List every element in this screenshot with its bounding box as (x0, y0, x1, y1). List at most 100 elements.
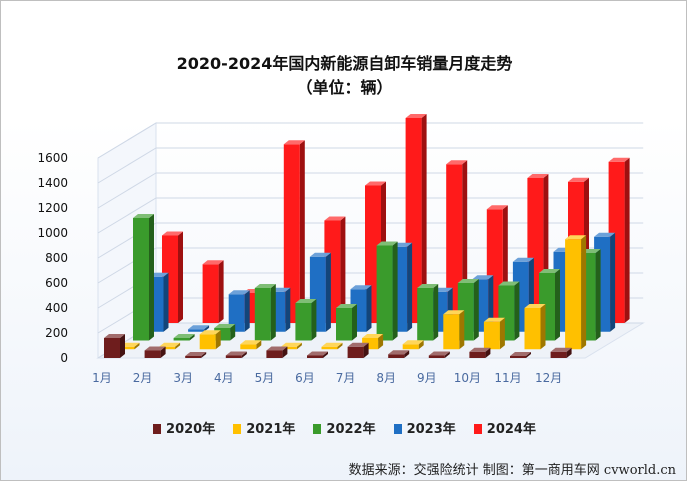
bar-front (144, 350, 161, 358)
bar (443, 310, 465, 350)
bar-front (307, 355, 323, 358)
y-tick-label: 200 (45, 326, 68, 340)
bar-front (185, 356, 202, 358)
bar (428, 351, 450, 358)
bar-top (565, 235, 587, 240)
bar-top (443, 310, 465, 315)
bar-front (159, 346, 176, 350)
bar-top (498, 281, 520, 286)
bar-front (565, 239, 582, 350)
bar-top (309, 252, 331, 257)
legend-label: 2020年 (166, 422, 216, 437)
legend-item: 2023年 (393, 418, 456, 437)
bar-side (404, 350, 410, 358)
bar-side (163, 272, 169, 332)
bar-side (120, 334, 125, 358)
bar-side (488, 275, 494, 332)
bar-front (240, 344, 257, 350)
bar (266, 346, 288, 358)
bar-front (254, 288, 271, 341)
bar-side (624, 157, 630, 323)
bar-front (133, 218, 149, 341)
bar-side (566, 347, 572, 358)
bar (283, 140, 305, 323)
bar-front (280, 346, 297, 350)
bar-top (228, 290, 250, 295)
bar-front (417, 288, 434, 341)
bar-front (173, 338, 190, 341)
bar-side (244, 290, 250, 332)
bar-front (188, 329, 205, 332)
bar-front (199, 334, 216, 350)
bar-front (443, 314, 460, 350)
bar (159, 342, 181, 350)
bar-side (407, 242, 413, 332)
y-tick-label: 1200 (37, 201, 68, 215)
bar-side (610, 232, 616, 332)
bar (307, 351, 328, 358)
legend-swatch (393, 424, 402, 434)
bar-side (189, 334, 195, 341)
bar-side (160, 346, 166, 358)
bar-side (555, 269, 560, 341)
gridline (97, 197, 644, 234)
bar-side (526, 352, 531, 358)
bar-front (228, 294, 245, 332)
bar-side (337, 342, 343, 350)
bar-side (421, 114, 427, 323)
legend-swatch (313, 424, 322, 434)
bar-top (457, 279, 479, 283)
bar-side (149, 214, 154, 341)
bar (510, 352, 531, 358)
bar (228, 290, 250, 332)
x-tick-label: 11月 (494, 371, 521, 385)
bar-top (350, 285, 372, 290)
bar-front (388, 354, 405, 358)
bar-top (225, 351, 247, 356)
bar-side (215, 330, 221, 350)
bar-side (311, 299, 317, 341)
bar-front (266, 350, 283, 358)
x-tick-label: 2月 (133, 371, 153, 385)
bar-top (162, 231, 183, 236)
legend-swatch (153, 424, 162, 434)
gridline (97, 172, 644, 209)
legend-label: 2024年 (486, 422, 536, 437)
y-tick-label: 1000 (37, 226, 68, 240)
bar-top (321, 342, 343, 347)
bar (417, 284, 439, 341)
bar-front (295, 303, 312, 341)
legend-item: 2024年 (473, 418, 536, 437)
bar (104, 334, 125, 358)
bar-top (133, 214, 154, 218)
bar-top (144, 346, 166, 351)
bar-side (366, 285, 372, 332)
bar-side (175, 342, 181, 350)
bar-top (512, 257, 534, 262)
bar (144, 346, 166, 358)
y-axis-ticks: 0 200 400 600 800 1000 1200 1400 1600 (37, 151, 68, 365)
bar-top (524, 304, 546, 308)
bar-top (608, 157, 630, 162)
chart-subtitle: （单位：辆） (296, 78, 393, 97)
x-tick-label: 7月 (336, 371, 356, 385)
bar-side (204, 325, 210, 332)
bar-top (280, 342, 302, 347)
bar (347, 342, 369, 358)
bar-top (214, 324, 236, 328)
x-tick-label: 12月 (535, 371, 562, 385)
gridline (97, 247, 644, 284)
y-tick-label: 400 (45, 301, 68, 315)
bar-side (473, 279, 479, 341)
x-tick-label: 4月 (214, 371, 234, 385)
bar (133, 214, 154, 341)
bar-side (363, 342, 369, 358)
bar-top (446, 160, 468, 165)
legend-swatch (233, 424, 242, 434)
y-tick-label: 600 (45, 276, 68, 290)
bar-top (550, 347, 572, 352)
bar-top (240, 340, 262, 345)
bar (280, 342, 302, 350)
bar-top (402, 340, 424, 345)
bar-side (230, 324, 236, 341)
